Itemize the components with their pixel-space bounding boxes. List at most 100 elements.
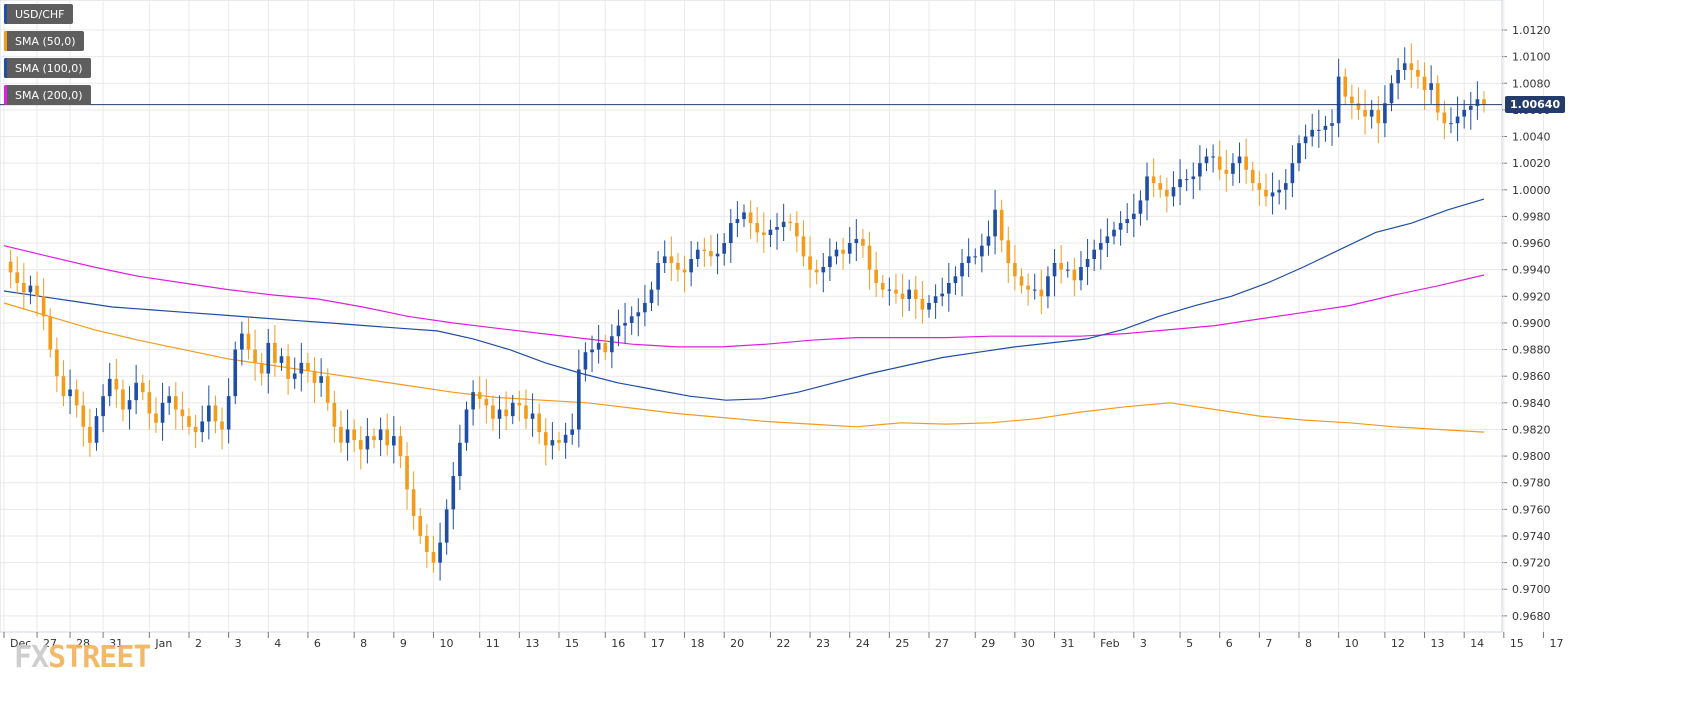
x-tick-label: 15 <box>1510 637 1524 650</box>
candle-body <box>1468 105 1473 110</box>
legend-item-sma50[interactable]: SMA (50,0) <box>4 31 84 51</box>
candle-body <box>1072 269 1077 281</box>
candle-body <box>1184 179 1189 181</box>
x-tick-label: 5 <box>1186 637 1193 650</box>
candle-body <box>762 232 766 236</box>
candle-body <box>907 289 911 299</box>
candle-body <box>140 382 145 393</box>
candle-body <box>682 269 687 273</box>
candle-body <box>61 376 66 397</box>
candle-body <box>748 212 753 224</box>
candle-body <box>107 378 112 397</box>
candle-body <box>583 352 588 370</box>
candle-body <box>616 325 621 337</box>
candle-body <box>22 282 26 293</box>
candle-body <box>127 400 132 410</box>
candle-body <box>74 389 79 406</box>
candle-body <box>1396 69 1400 84</box>
y-tick-label: 0.9800 <box>1512 450 1551 463</box>
candle-body <box>854 239 859 244</box>
candle-body <box>286 356 290 379</box>
candle-body <box>81 405 86 427</box>
y-tick-label: 0.9840 <box>1512 397 1551 410</box>
candle-body <box>1323 125 1328 130</box>
y-tick-label: 0.9940 <box>1512 264 1551 277</box>
y-tick-label: 0.9880 <box>1512 344 1551 357</box>
candle-body <box>1198 163 1202 177</box>
candle-body <box>1151 176 1156 184</box>
candle-body <box>1065 269 1070 271</box>
candle-body <box>662 256 667 264</box>
candle-body <box>1336 76 1341 124</box>
y-tick-label: 0.9720 <box>1512 557 1551 570</box>
candle-body <box>372 436 376 441</box>
candle-body <box>880 282 885 290</box>
candle-body <box>649 289 654 303</box>
x-tick-label: 8 <box>360 637 367 650</box>
legend-swatch-sma200 <box>4 85 7 105</box>
candle-body <box>524 405 528 419</box>
x-tick-label: 4 <box>274 637 281 650</box>
candle-body <box>246 333 251 350</box>
legend-item-usdchf[interactable]: USD/CHF <box>4 4 73 24</box>
candle-body <box>596 342 601 350</box>
candle-body <box>358 440 363 450</box>
candle-body <box>656 263 660 290</box>
y-tick-label: 0.9900 <box>1512 317 1551 330</box>
x-tick-label: 23 <box>816 637 830 650</box>
y-tick-label: 0.9860 <box>1512 370 1551 383</box>
candle-body <box>1455 116 1460 124</box>
candle-body <box>1363 109 1367 117</box>
candle-body <box>933 296 938 303</box>
candle-body <box>1019 276 1024 286</box>
candle-body <box>1356 103 1361 110</box>
candle-body <box>1475 99 1480 106</box>
chart-legend: USD/CHF SMA (50,0) SMA (100,0) SMA (200,… <box>4 4 91 112</box>
candle-body <box>101 396 105 417</box>
x-tick-label: Feb <box>1100 637 1119 650</box>
candle-body <box>874 269 878 283</box>
candle-body <box>795 223 799 237</box>
candle-body <box>960 263 964 277</box>
candle-body <box>702 249 707 252</box>
candle-body <box>299 362 304 374</box>
candle-body <box>1191 176 1196 180</box>
candle-body <box>1052 263 1057 277</box>
candle-body <box>319 376 323 383</box>
y-tick-label: 0.9680 <box>1512 610 1551 623</box>
candle-body <box>425 535 429 552</box>
candle-body <box>563 434 568 443</box>
x-tick-label: 9 <box>400 637 407 650</box>
candle-body <box>636 312 641 317</box>
x-tick-label: 30 <box>1021 637 1035 650</box>
candle-body <box>173 396 178 410</box>
x-tick-label: 6 <box>314 637 321 650</box>
candle-body <box>1277 189 1281 193</box>
candle-body <box>306 362 310 371</box>
candle-body <box>735 219 740 224</box>
candle-body <box>808 256 812 270</box>
x-tick-label: 7 <box>1265 637 1272 650</box>
x-tick-label: 27 <box>935 637 949 650</box>
candle-body <box>365 436 370 450</box>
candle-body <box>1310 129 1315 137</box>
x-tick-label: 6 <box>1226 637 1233 650</box>
x-tick-label: 31 <box>109 637 123 650</box>
x-tick-label: 3 <box>1140 637 1147 650</box>
y-tick-label: 1.0100 <box>1512 51 1551 64</box>
y-tick-label: 1.0020 <box>1512 157 1551 170</box>
candle-body <box>491 405 495 419</box>
legend-item-sma100[interactable]: SMA (100,0) <box>4 58 91 78</box>
candle-body <box>1429 83 1433 90</box>
legend-item-sma200[interactable]: SMA (200,0) <box>4 85 91 105</box>
candle-body <box>517 402 522 406</box>
candle-body <box>259 362 264 374</box>
candle-body <box>1085 259 1090 268</box>
candle-body <box>266 342 271 374</box>
candle-body <box>253 349 257 363</box>
candle-body <box>1125 219 1130 224</box>
fxstreet-logo: FXSTREET <box>14 640 152 675</box>
candle-body <box>966 256 971 264</box>
candle-body <box>1224 169 1229 174</box>
